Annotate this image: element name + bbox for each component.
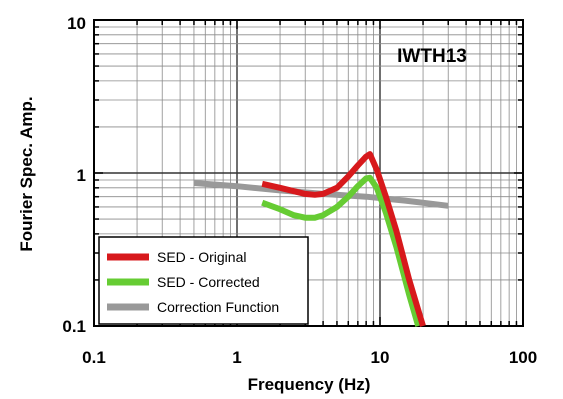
series-line-sed-corrected [261,174,422,327]
x-tick-label-1: 1 [232,348,241,367]
series-lines [193,151,449,327]
legend-label-correction-function: Correction Function [157,299,279,315]
y-tick-label-1: 1 [77,166,86,185]
legend: SED - Original SED - Corrected Correctio… [98,236,309,325]
legend-label-corrected: SED - Corrected [157,274,260,290]
y-axis-title: Fourier Spec. Amp. [17,96,36,251]
series-line-sed-original [261,151,426,327]
y-tick-label-0: 0.1 [62,317,86,336]
x-tick-label-3: 100 [509,348,537,367]
chart-title: IWTH13 [397,46,467,67]
y-tick-label-2: 10 [67,14,86,33]
legend-label-original: SED - Original [157,249,246,265]
x-tick-label-0: 0.1 [82,348,106,367]
x-axis-title: Frequency (Hz) [248,375,371,394]
x-tick-label-2: 10 [371,348,390,367]
